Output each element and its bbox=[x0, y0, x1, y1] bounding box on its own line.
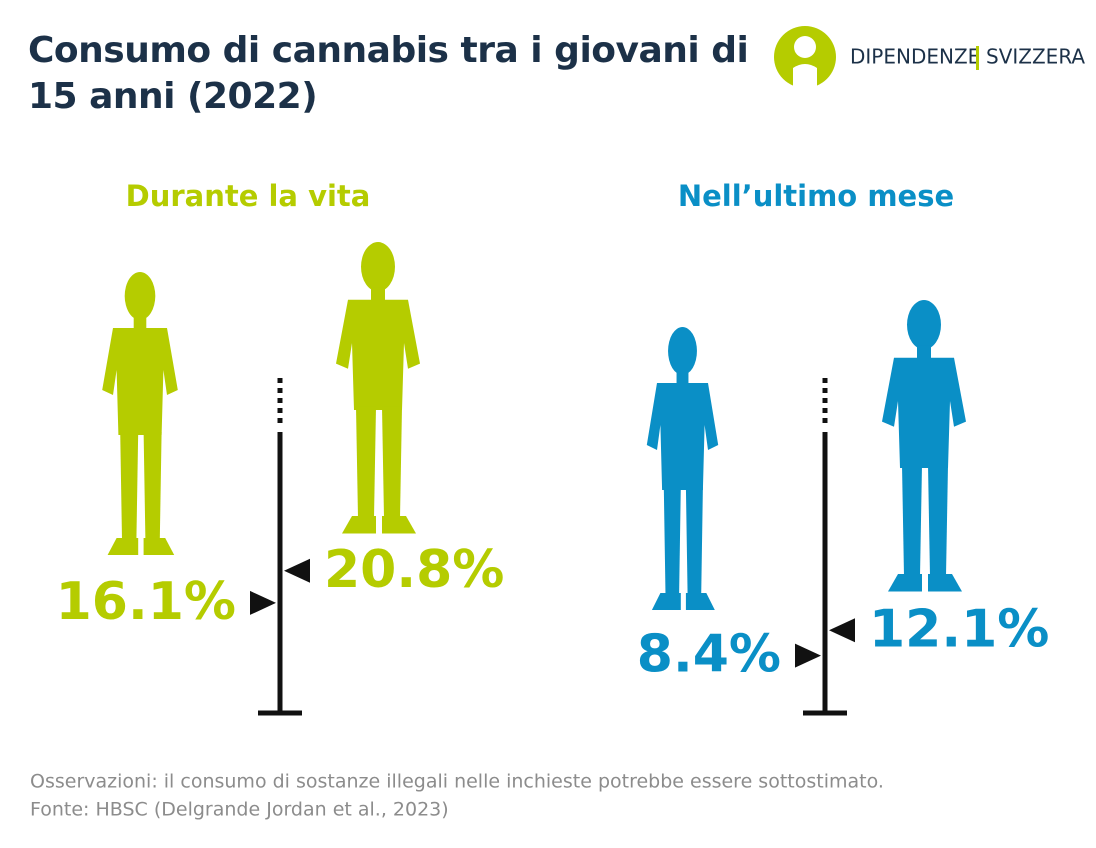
panel-title: Durante la vita bbox=[126, 179, 371, 213]
page-title: Consumo di cannabis tra i giovani di 15 … bbox=[28, 30, 749, 117]
marker-arrow bbox=[795, 643, 821, 668]
logo-text: SVIZZERA bbox=[986, 45, 1085, 69]
logo-divider bbox=[976, 46, 979, 70]
girl-silhouette bbox=[646, 327, 719, 610]
logo-body bbox=[793, 64, 817, 88]
value-label: 12.1% bbox=[869, 599, 1049, 659]
source: Fonte: HBSC (Delgrande Jordan et al., 20… bbox=[30, 799, 449, 821]
footnote: Osservazioni: il consumo di sostanze ill… bbox=[30, 771, 884, 793]
value-label: 16.1% bbox=[56, 572, 236, 632]
panel-title: Nell’ultimo mese bbox=[678, 179, 954, 213]
value-label: 20.8% bbox=[324, 540, 504, 600]
marker-arrow bbox=[250, 590, 276, 615]
marker-arrow bbox=[829, 618, 855, 643]
boy-silhouette bbox=[336, 242, 420, 534]
logo-text: DIPENDENZE bbox=[850, 45, 980, 69]
boy-silhouette bbox=[882, 300, 966, 592]
value-label: 8.4% bbox=[637, 625, 781, 685]
logo-dot bbox=[794, 36, 816, 58]
girl-silhouette bbox=[102, 272, 178, 555]
marker-arrow bbox=[284, 558, 310, 583]
